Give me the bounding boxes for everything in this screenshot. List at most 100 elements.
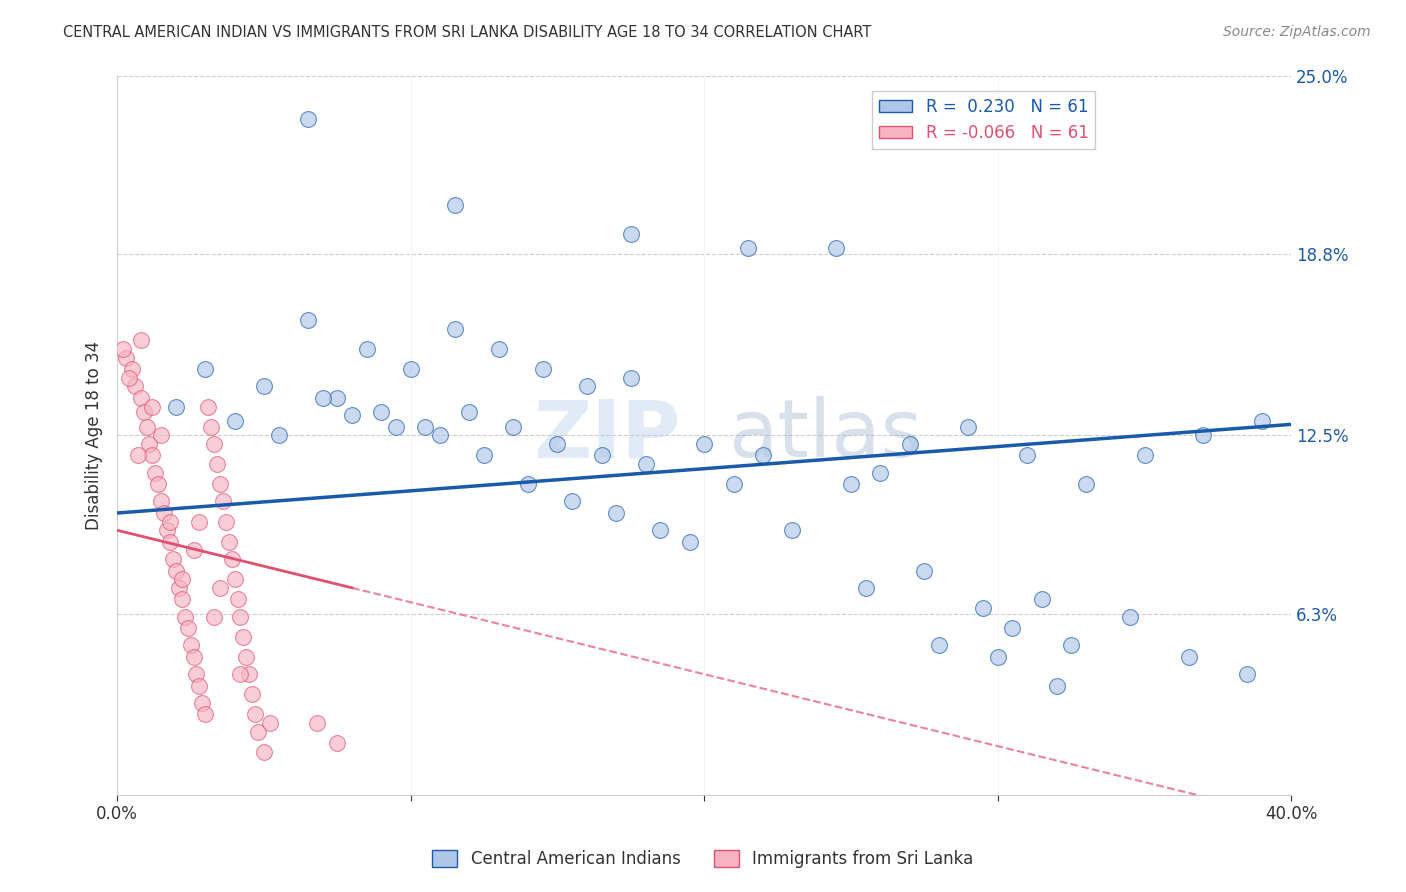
Point: [415, 419, 437, 434]
Point: [1119, 609, 1142, 624]
Point: [232, 630, 254, 644]
Point: [650, 523, 672, 537]
Point: [1074, 477, 1097, 491]
Point: [957, 419, 980, 434]
Point: [678, 534, 700, 549]
Point: [112, 342, 135, 356]
Point: [253, 745, 276, 759]
Point: [243, 707, 266, 722]
Point: [575, 379, 598, 393]
Point: [162, 552, 184, 566]
Point: [194, 707, 217, 722]
Point: [928, 639, 950, 653]
Point: [737, 241, 759, 255]
Point: [121, 362, 143, 376]
Point: [170, 572, 193, 586]
Point: [1177, 649, 1199, 664]
Point: [1001, 621, 1024, 635]
Point: [1251, 414, 1274, 428]
Point: [221, 552, 243, 566]
Point: [488, 342, 510, 356]
Point: [215, 515, 238, 529]
Point: [197, 400, 219, 414]
Text: Source: ZipAtlas.com: Source: ZipAtlas.com: [1223, 25, 1371, 39]
Point: [1060, 639, 1083, 653]
Point: [176, 621, 198, 635]
Point: [1192, 428, 1215, 442]
Point: [200, 419, 222, 434]
Point: [898, 437, 921, 451]
Point: [240, 687, 263, 701]
Point: [247, 724, 270, 739]
Point: [443, 322, 465, 336]
Point: [132, 405, 155, 419]
Point: [173, 609, 195, 624]
Point: [170, 592, 193, 607]
Point: [591, 449, 613, 463]
Point: [141, 449, 163, 463]
Point: [458, 405, 481, 419]
Point: [297, 112, 319, 126]
Point: [326, 736, 349, 750]
Point: [165, 564, 187, 578]
Point: [340, 408, 363, 422]
Point: [370, 405, 392, 419]
Point: [186, 667, 208, 681]
Text: CENTRAL AMERICAN INDIAN VS IMMIGRANTS FROM SRI LANKA DISABILITY AGE 18 TO 34 COR: CENTRAL AMERICAN INDIAN VS IMMIGRANTS FR…: [63, 25, 872, 40]
Point: [517, 477, 540, 491]
Point: [205, 457, 228, 471]
Point: [226, 592, 249, 607]
Point: [620, 370, 643, 384]
Point: [723, 477, 745, 491]
Point: [311, 391, 333, 405]
Point: [267, 428, 290, 442]
Legend: Central American Indians, Immigrants from Sri Lanka: Central American Indians, Immigrants fro…: [426, 843, 980, 875]
Y-axis label: Disability Age 18 to 34: Disability Age 18 to 34: [86, 341, 103, 530]
Point: [752, 449, 775, 463]
Point: [229, 667, 252, 681]
Point: [141, 400, 163, 414]
Point: [1031, 592, 1053, 607]
Point: [212, 494, 235, 508]
Point: [235, 649, 257, 664]
Point: [118, 370, 141, 384]
Point: [839, 477, 862, 491]
Point: [443, 198, 465, 212]
Point: [143, 466, 166, 480]
Point: [326, 391, 349, 405]
Point: [124, 379, 146, 393]
Point: [127, 449, 149, 463]
Point: [561, 494, 583, 508]
Point: [202, 437, 225, 451]
Point: [356, 342, 378, 356]
Point: [208, 581, 231, 595]
Point: [188, 515, 211, 529]
Point: [869, 466, 891, 480]
Point: [1017, 449, 1039, 463]
Point: [634, 457, 657, 471]
Point: [1236, 667, 1258, 681]
Point: [620, 227, 643, 241]
Point: [238, 667, 260, 681]
Point: [150, 428, 173, 442]
Point: [159, 515, 181, 529]
Text: atlas: atlas: [728, 396, 922, 475]
Point: [135, 419, 157, 434]
Point: [912, 564, 935, 578]
Point: [297, 313, 319, 327]
Point: [855, 581, 877, 595]
Point: [138, 437, 160, 451]
Point: [399, 362, 422, 376]
Point: [180, 639, 202, 653]
Point: [218, 534, 240, 549]
Point: [472, 449, 495, 463]
Point: [1045, 679, 1067, 693]
Point: [159, 534, 181, 549]
Point: [1133, 449, 1156, 463]
Point: [165, 400, 187, 414]
Point: [148, 477, 170, 491]
Point: [153, 506, 176, 520]
Point: [202, 609, 225, 624]
Point: [129, 391, 152, 405]
Legend: R =  0.230   N = 61, R = -0.066   N = 61: R = 0.230 N = 61, R = -0.066 N = 61: [872, 91, 1095, 149]
